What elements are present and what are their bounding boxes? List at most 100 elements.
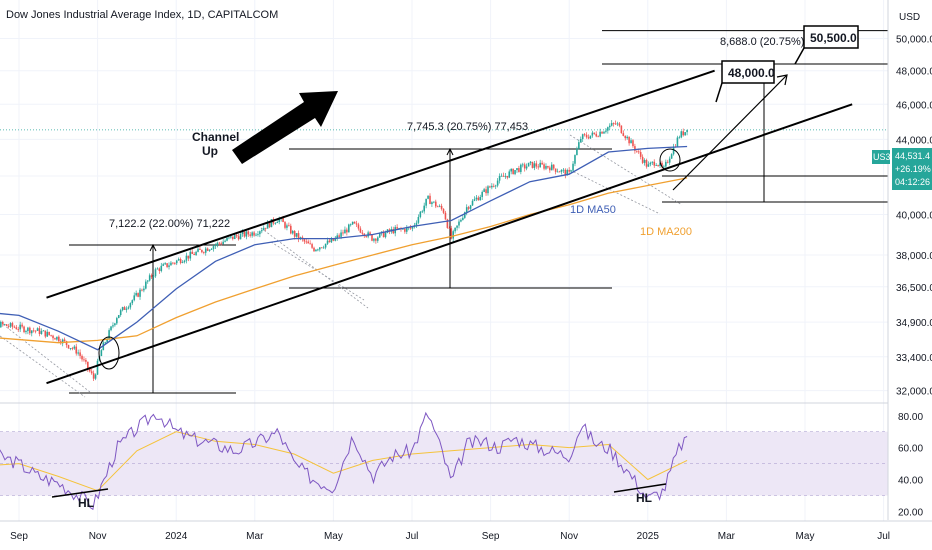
channel-upper-line <box>46 69 715 299</box>
time-tick-label: Nov <box>89 531 107 542</box>
candle-body <box>322 247 325 249</box>
candle-body <box>657 165 659 167</box>
candle-body <box>579 139 582 143</box>
candle-body <box>291 231 294 234</box>
time-tick-label: Nov <box>560 531 578 542</box>
candle-body <box>427 195 429 199</box>
currency-label[interactable]: USD <box>899 12 920 23</box>
candle-body <box>376 237 379 241</box>
candle-body <box>605 130 607 132</box>
target-label-48000: 48,000.0 <box>728 66 775 80</box>
candle-body <box>249 234 252 236</box>
time-tick-label: Sep <box>10 531 28 542</box>
candle-body <box>628 136 630 144</box>
rsi-tick-label: 20.00 <box>898 507 923 518</box>
candle-body <box>106 339 108 343</box>
candle-body <box>492 185 495 187</box>
candle-body <box>79 352 81 356</box>
candle-body <box>25 331 27 333</box>
candle-body <box>543 164 545 169</box>
candle-body <box>185 255 188 261</box>
candle-body <box>537 166 540 168</box>
candle-body <box>622 133 625 136</box>
candle-body <box>591 132 594 136</box>
rsi-tick-label: 80.00 <box>898 412 923 423</box>
candle-body <box>139 289 141 297</box>
candle-body <box>257 234 259 235</box>
candle-body <box>504 175 507 177</box>
candle-body <box>261 230 263 232</box>
candle-body <box>585 134 588 138</box>
candle-body <box>216 242 219 246</box>
candle-body <box>349 224 352 226</box>
candle-body <box>247 231 250 235</box>
candle-body <box>133 295 136 301</box>
candle-body <box>527 162 530 167</box>
candle-body <box>661 162 663 167</box>
target-box-50500-frame <box>803 25 859 49</box>
candle-body <box>510 168 512 172</box>
candle-body <box>431 202 433 205</box>
candle-body <box>458 221 460 226</box>
candle-body <box>305 241 308 243</box>
candle-body <box>146 280 149 282</box>
candle-body <box>473 199 476 201</box>
candle-body <box>274 222 277 224</box>
candle-body <box>508 171 511 178</box>
candle-body <box>676 137 679 147</box>
candle-body <box>270 219 273 228</box>
candle-body <box>672 146 675 155</box>
candle-body <box>11 323 14 327</box>
candle-body <box>649 162 652 165</box>
candle-body <box>373 238 375 241</box>
candle-body <box>324 243 327 248</box>
time-axis[interactable]: Sep Nov 2024 Mar May Jul Sep Nov 2025 Mar May Jul <box>10 531 890 542</box>
candle-body <box>58 336 60 342</box>
candle-body <box>469 205 472 209</box>
higher-low-marks <box>51 483 667 498</box>
time-tick-label: Jul <box>406 531 419 542</box>
candle-body <box>208 249 211 251</box>
target-box-48000-frame <box>721 60 775 84</box>
candle-body <box>655 165 657 166</box>
candle-body <box>199 248 201 250</box>
candle-body <box>684 132 686 136</box>
rsi-axis[interactable]: 20.00 40.00 60.00 80.00 <box>898 412 923 519</box>
candle-body <box>7 326 10 327</box>
candle-body <box>52 335 54 339</box>
projection-line <box>672 75 787 191</box>
candle-body <box>438 205 441 207</box>
candle-body <box>448 227 451 229</box>
candle-body <box>595 133 598 137</box>
candle-body <box>92 373 95 379</box>
candle-body <box>434 201 437 207</box>
target-box-48000: 48,000.0 <box>715 60 775 103</box>
candle-body <box>512 168 514 175</box>
candle-body <box>442 208 445 213</box>
price-badge <box>892 148 932 190</box>
candle-body <box>148 275 151 281</box>
price-tick-label: 38,000.0 <box>896 251 932 262</box>
candle-body <box>651 161 654 163</box>
candle-body <box>29 327 31 334</box>
candle-body <box>487 186 489 194</box>
candle-body <box>365 236 367 237</box>
candle-body <box>421 211 424 213</box>
candle-body <box>620 125 623 134</box>
candle-body <box>556 171 559 173</box>
candle-body <box>357 224 360 229</box>
candle-body <box>317 249 319 251</box>
price-tick-label: 44,000.0 <box>896 135 932 146</box>
candle-body <box>183 260 186 263</box>
measure-0-arrowhead <box>149 243 157 252</box>
chart-title: Dow Jones Industrial Average Index, 1D, … <box>6 9 278 21</box>
rsi-line <box>0 411 688 511</box>
symbol-badge-text: US30 <box>873 152 896 162</box>
candle-body <box>251 232 253 236</box>
candle-body <box>641 156 644 163</box>
candle-body <box>398 227 400 229</box>
rsi-tick-label: 40.00 <box>898 476 923 487</box>
target-box-50500: 50,500.0 <box>794 25 859 65</box>
candle-body <box>344 229 346 234</box>
candle-body <box>117 315 120 319</box>
